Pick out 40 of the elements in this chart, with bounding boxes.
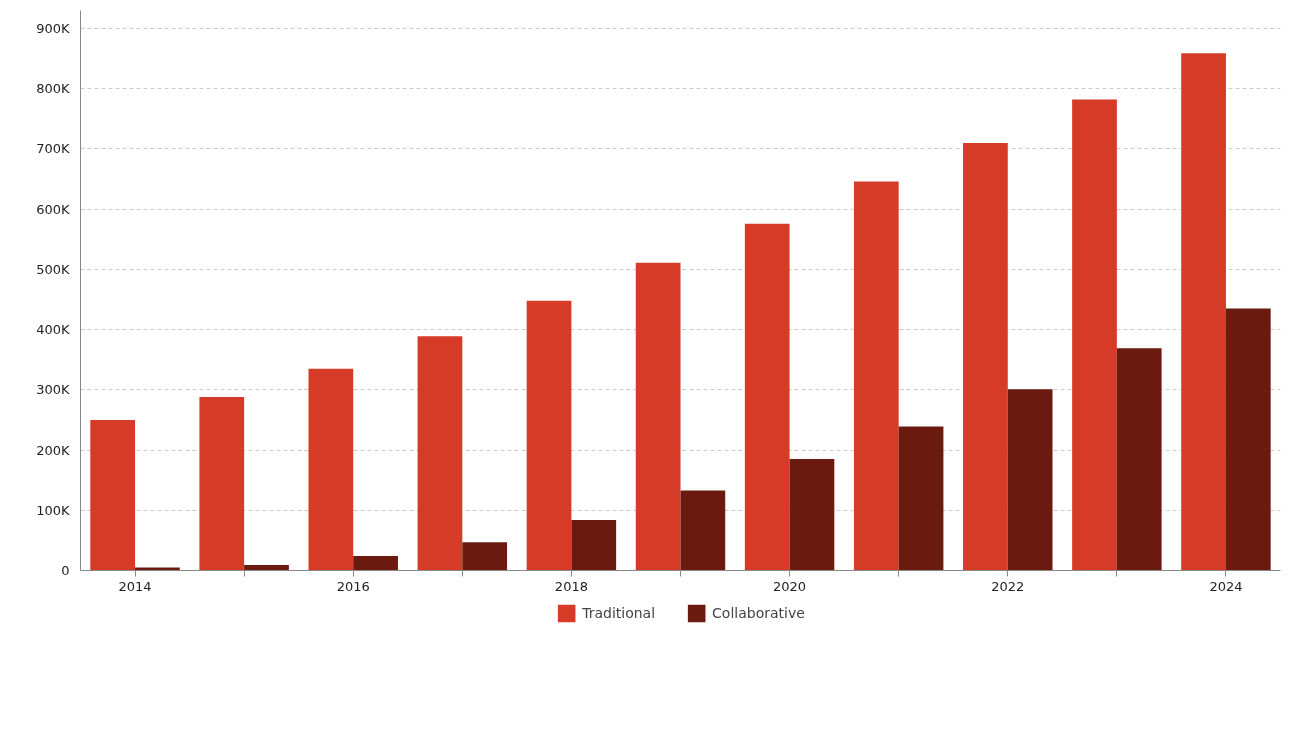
bar	[635, 262, 681, 571]
x-tick-label: 2022	[991, 578, 1025, 594]
y-tick-label: 0	[61, 563, 70, 578]
x-tick-label: 2016	[336, 578, 370, 594]
bar	[1007, 389, 1053, 571]
bar	[135, 567, 180, 571]
y-tick-label: 900K	[36, 21, 70, 37]
x-tick-label: 2018	[554, 578, 588, 594]
y-tick-label: 800K	[36, 81, 70, 97]
bar	[963, 142, 1008, 571]
bar	[526, 300, 572, 571]
bar	[898, 426, 944, 571]
x-tick-label: 2020	[773, 578, 807, 594]
y-tick-label: 700K	[36, 141, 70, 157]
x-tick-label: 2014	[118, 578, 152, 594]
x-tick-label: 2024	[1209, 578, 1243, 594]
bar	[462, 542, 508, 571]
legend-label: Collaborative	[712, 605, 805, 621]
y-tick-label: 100K	[36, 502, 70, 518]
bar	[789, 459, 835, 571]
y-tick-label: 600K	[36, 201, 70, 217]
bar	[680, 490, 726, 571]
bar	[1072, 99, 1117, 571]
bar	[90, 419, 136, 571]
y-tick-label: 400K	[36, 322, 70, 338]
y-tick-label: 500K	[36, 261, 70, 277]
bar	[308, 368, 354, 571]
bar	[1181, 53, 1226, 571]
bar	[853, 181, 899, 571]
bar	[1116, 348, 1162, 571]
y-tick-label: 300K	[36, 382, 70, 398]
bar	[417, 336, 463, 571]
y-tick-label: 200K	[36, 442, 70, 458]
legend-label: Traditional	[582, 605, 656, 621]
bar	[571, 519, 617, 571]
bar	[353, 556, 398, 571]
bar	[199, 397, 245, 571]
bar	[244, 565, 289, 571]
bar	[744, 223, 790, 571]
bar	[1225, 308, 1271, 571]
